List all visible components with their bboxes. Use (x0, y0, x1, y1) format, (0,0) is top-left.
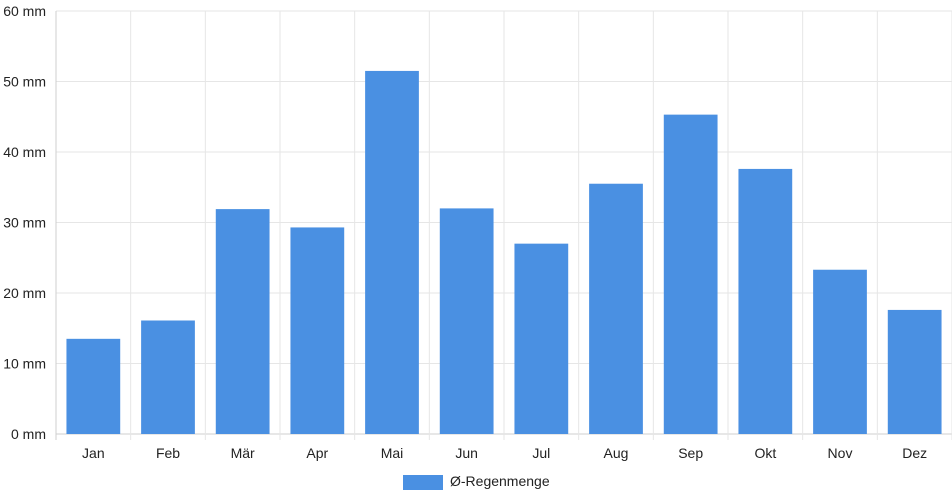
x-tick-label: Mär (231, 445, 255, 461)
bar-jan[interactable] (66, 338, 121, 434)
y-tick-label: 40 mm (3, 144, 46, 160)
x-tick-label: Sep (678, 445, 703, 461)
bar-mai[interactable] (365, 70, 419, 435)
x-tick-label: Mai (381, 445, 404, 461)
bar-apr[interactable] (290, 227, 345, 434)
x-tick-label: Dez (902, 445, 927, 461)
legend-label[interactable]: Ø-Regenmenge (450, 473, 550, 489)
y-tick-label: 50 mm (3, 74, 46, 90)
bar-sep[interactable] (663, 114, 718, 434)
x-tick-label: Jun (455, 445, 478, 461)
bar-feb[interactable] (141, 320, 195, 434)
legend-swatch[interactable] (403, 475, 443, 490)
bar-mär[interactable] (215, 209, 270, 434)
bar-aug[interactable] (589, 183, 643, 434)
x-tick-label: Aug (604, 445, 629, 461)
gridlines (55, 10, 952, 440)
x-tick-label: Feb (156, 445, 180, 461)
y-tick-label: 60 mm (3, 3, 46, 19)
bar-jun[interactable] (439, 208, 494, 434)
bar-nov[interactable] (813, 269, 867, 434)
y-tick-label: 20 mm (3, 285, 46, 301)
bars (66, 70, 942, 435)
x-tick-label: Apr (306, 445, 328, 461)
x-tick-label: Nov (828, 445, 853, 461)
x-tick-label: Okt (754, 445, 776, 461)
bar-jul[interactable] (514, 243, 569, 434)
bar-okt[interactable] (738, 168, 793, 435)
axes: 0 mm 10 mm 20 mm 30 mm 40 mm 50 mm 60 mm Jan Feb… (3, 3, 927, 461)
y-tick-label: 10 mm (3, 356, 46, 372)
y-tick-label: 30 mm (3, 215, 46, 231)
y-tick-label: 0 mm (11, 426, 46, 442)
x-tick-label: Jan (82, 445, 105, 461)
legend[interactable]: Ø-Regenmenge (403, 473, 550, 490)
bar-dez[interactable] (887, 309, 942, 434)
x-tick-label: Jul (532, 445, 550, 461)
